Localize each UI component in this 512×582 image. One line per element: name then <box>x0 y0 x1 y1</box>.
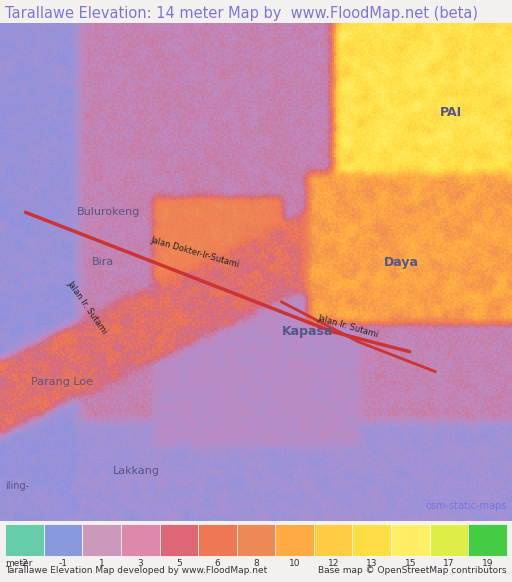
FancyBboxPatch shape <box>121 524 160 556</box>
FancyBboxPatch shape <box>198 524 237 556</box>
Text: Bulurokeng: Bulurokeng <box>77 207 140 217</box>
Text: Bira: Bira <box>92 257 114 267</box>
FancyBboxPatch shape <box>314 524 352 556</box>
Text: 5: 5 <box>176 559 182 567</box>
Text: -2: -2 <box>20 559 29 567</box>
FancyBboxPatch shape <box>468 524 507 556</box>
FancyBboxPatch shape <box>391 524 430 556</box>
Text: Base map © OpenStreetMap contributors: Base map © OpenStreetMap contributors <box>318 566 507 575</box>
Text: 17: 17 <box>443 559 455 567</box>
Text: 12: 12 <box>328 559 339 567</box>
FancyBboxPatch shape <box>430 524 468 556</box>
Text: 6: 6 <box>215 559 220 567</box>
FancyBboxPatch shape <box>160 524 198 556</box>
Text: Jalan Ir. Sutami: Jalan Ir. Sutami <box>316 314 380 340</box>
Text: Tarallawe Elevation Map developed by www.FloodMap.net: Tarallawe Elevation Map developed by www… <box>5 566 267 575</box>
Text: 1: 1 <box>99 559 104 567</box>
Text: Tarallawe Elevation: 14 meter Map by  www.FloodMap.net (beta): Tarallawe Elevation: 14 meter Map by www… <box>5 6 478 21</box>
Text: 19: 19 <box>482 559 494 567</box>
Text: 3: 3 <box>137 559 143 567</box>
FancyBboxPatch shape <box>237 524 275 556</box>
Text: 13: 13 <box>366 559 377 567</box>
Text: Jalan Ir. Sutami: Jalan Ir. Sutami <box>65 278 109 335</box>
Text: Daya: Daya <box>384 255 419 269</box>
Text: Parang Loe: Parang Loe <box>31 377 93 386</box>
Text: Lakkang: Lakkang <box>113 466 160 476</box>
FancyBboxPatch shape <box>44 524 82 556</box>
Text: -1: -1 <box>58 559 68 567</box>
FancyBboxPatch shape <box>5 524 44 556</box>
FancyBboxPatch shape <box>275 524 314 556</box>
Text: 10: 10 <box>289 559 301 567</box>
FancyBboxPatch shape <box>82 524 121 556</box>
Text: PAI: PAI <box>440 107 462 119</box>
Text: osm-static-maps: osm-static-maps <box>425 501 507 511</box>
Text: Kapasa: Kapasa <box>282 325 333 338</box>
Text: Jalan Dokter-Ir-Sutami: Jalan Dokter-Ir-Sutami <box>149 235 240 269</box>
Text: iling-: iling- <box>5 481 29 491</box>
Text: 8: 8 <box>253 559 259 567</box>
Text: 15: 15 <box>404 559 416 567</box>
FancyBboxPatch shape <box>352 524 391 556</box>
Text: meter: meter <box>5 559 32 567</box>
